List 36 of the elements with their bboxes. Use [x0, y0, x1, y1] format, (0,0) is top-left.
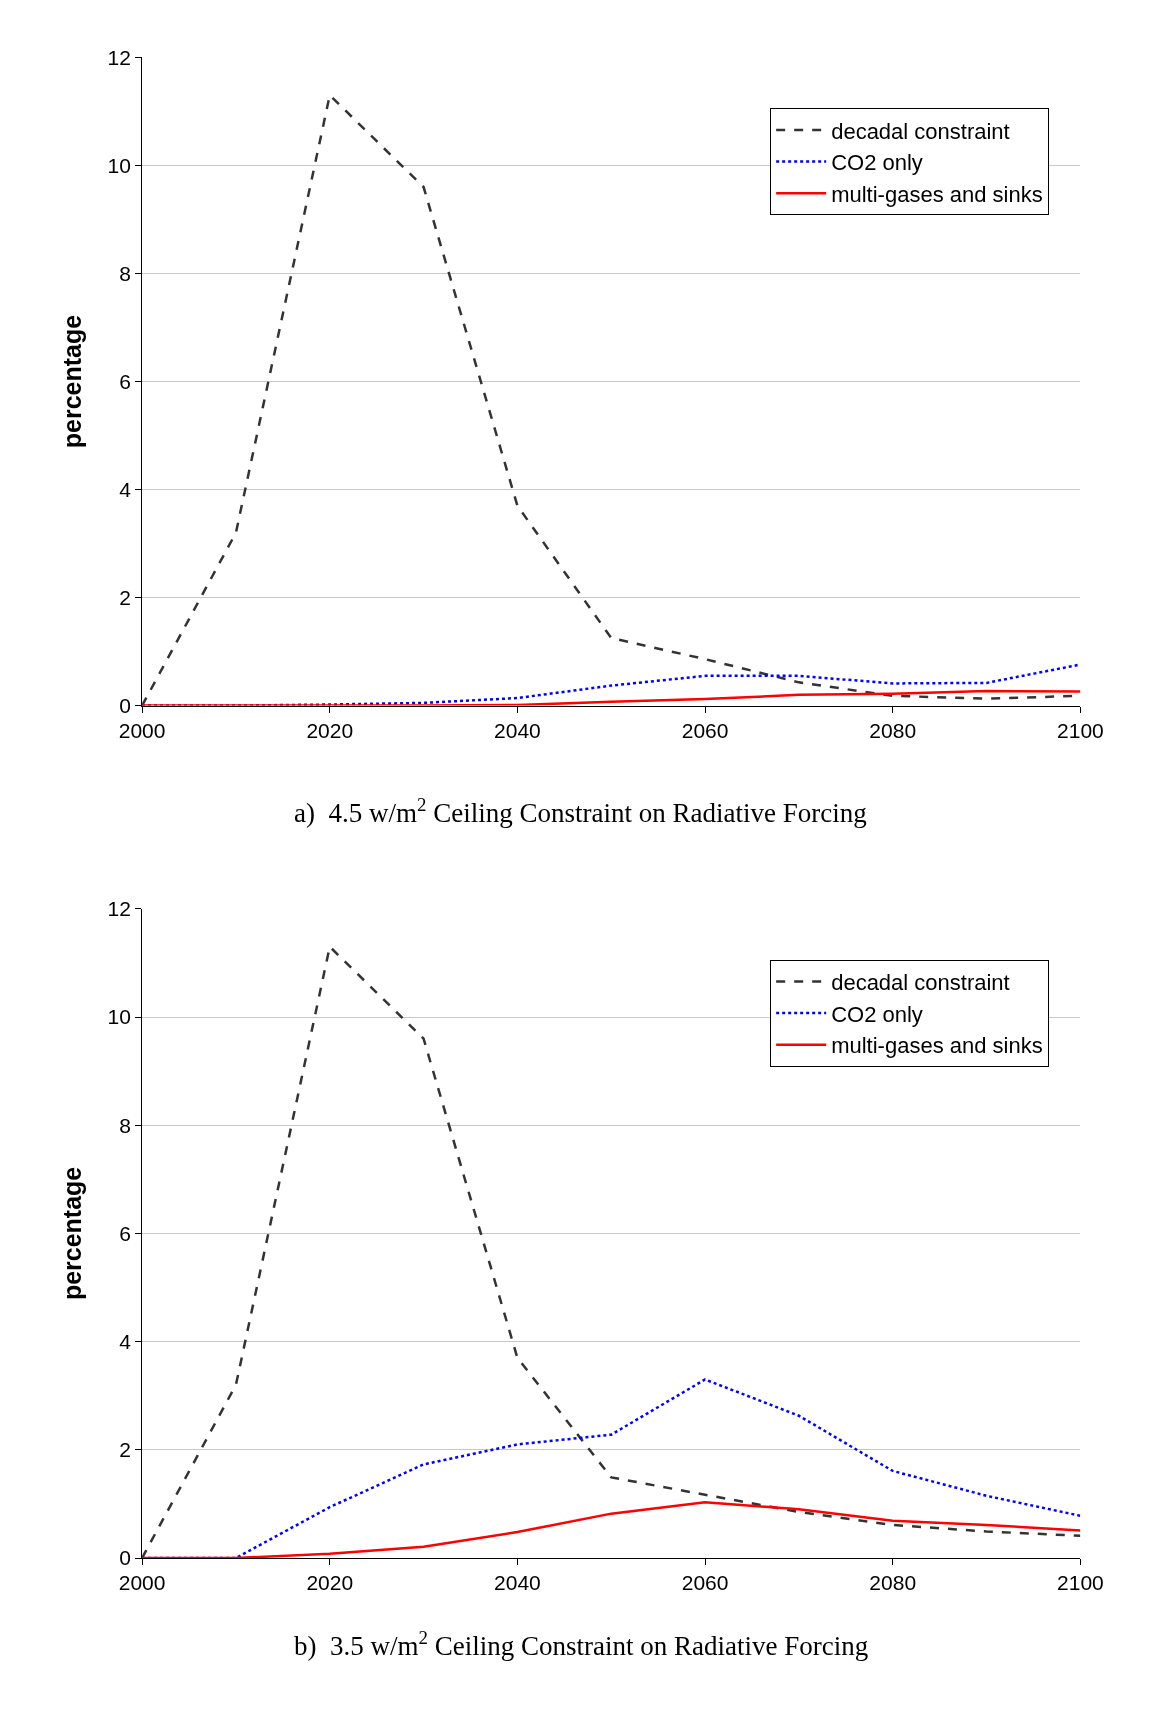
legend-label: multi-gases and sinks: [831, 1033, 1043, 1059]
x-tick-label: 2080: [869, 718, 917, 742]
x-tick-label: 2060: [681, 718, 729, 742]
y-tick-label: 12: [107, 897, 131, 921]
y-tick-label: 4: [119, 477, 132, 501]
x-tick-label: 2000: [118, 718, 166, 742]
legend-label: CO2 only: [831, 1001, 923, 1027]
y-tick-label: 10: [107, 1005, 131, 1029]
x-tick-label: 2080: [869, 1571, 917, 1595]
legend-label: decadal constraint: [831, 118, 1010, 144]
y-axis-title: percentage: [58, 314, 87, 449]
y-tick-label: 12: [107, 45, 131, 69]
y-tick-label: 2: [119, 1438, 131, 1462]
x-tick-label: 2020: [306, 1571, 354, 1595]
y-tick-label: 4: [119, 1329, 132, 1353]
y-tick-label: 8: [119, 1113, 131, 1137]
legend-label: multi-gases and sinks: [831, 181, 1043, 207]
x-tick-label: 2100: [1057, 718, 1104, 742]
legend-label: decadal constraint: [831, 970, 1010, 996]
x-tick-label: 2020: [306, 718, 354, 742]
x-tick-label: 2040: [494, 1571, 541, 1595]
legend-label: CO2 only: [831, 150, 923, 176]
text: b) 3.5 w/m$^{2}$ Ceiling Constraint on Radiative Forcing: [294, 1627, 869, 1662]
x-tick-label: 2000: [118, 1571, 166, 1595]
y-tick-label: 0: [119, 693, 131, 717]
y-tick-label: 0: [119, 1546, 131, 1570]
y-tick-label: 10: [107, 153, 131, 177]
y-tick-label: 2: [119, 585, 131, 609]
x-tick-label: 2060: [681, 1571, 729, 1595]
text: a) 4.5 w/m$^{2}$ Ceiling Constraint on Radiative Forcing: [294, 794, 867, 829]
y-axis-title: percentage: [58, 1166, 87, 1301]
y-tick-label: 8: [119, 261, 131, 285]
y-tick-label: 6: [119, 369, 131, 393]
x-tick-label: 2100: [1057, 1571, 1104, 1595]
y-tick-label: 6: [119, 1221, 131, 1245]
x-tick-label: 2040: [494, 718, 541, 742]
